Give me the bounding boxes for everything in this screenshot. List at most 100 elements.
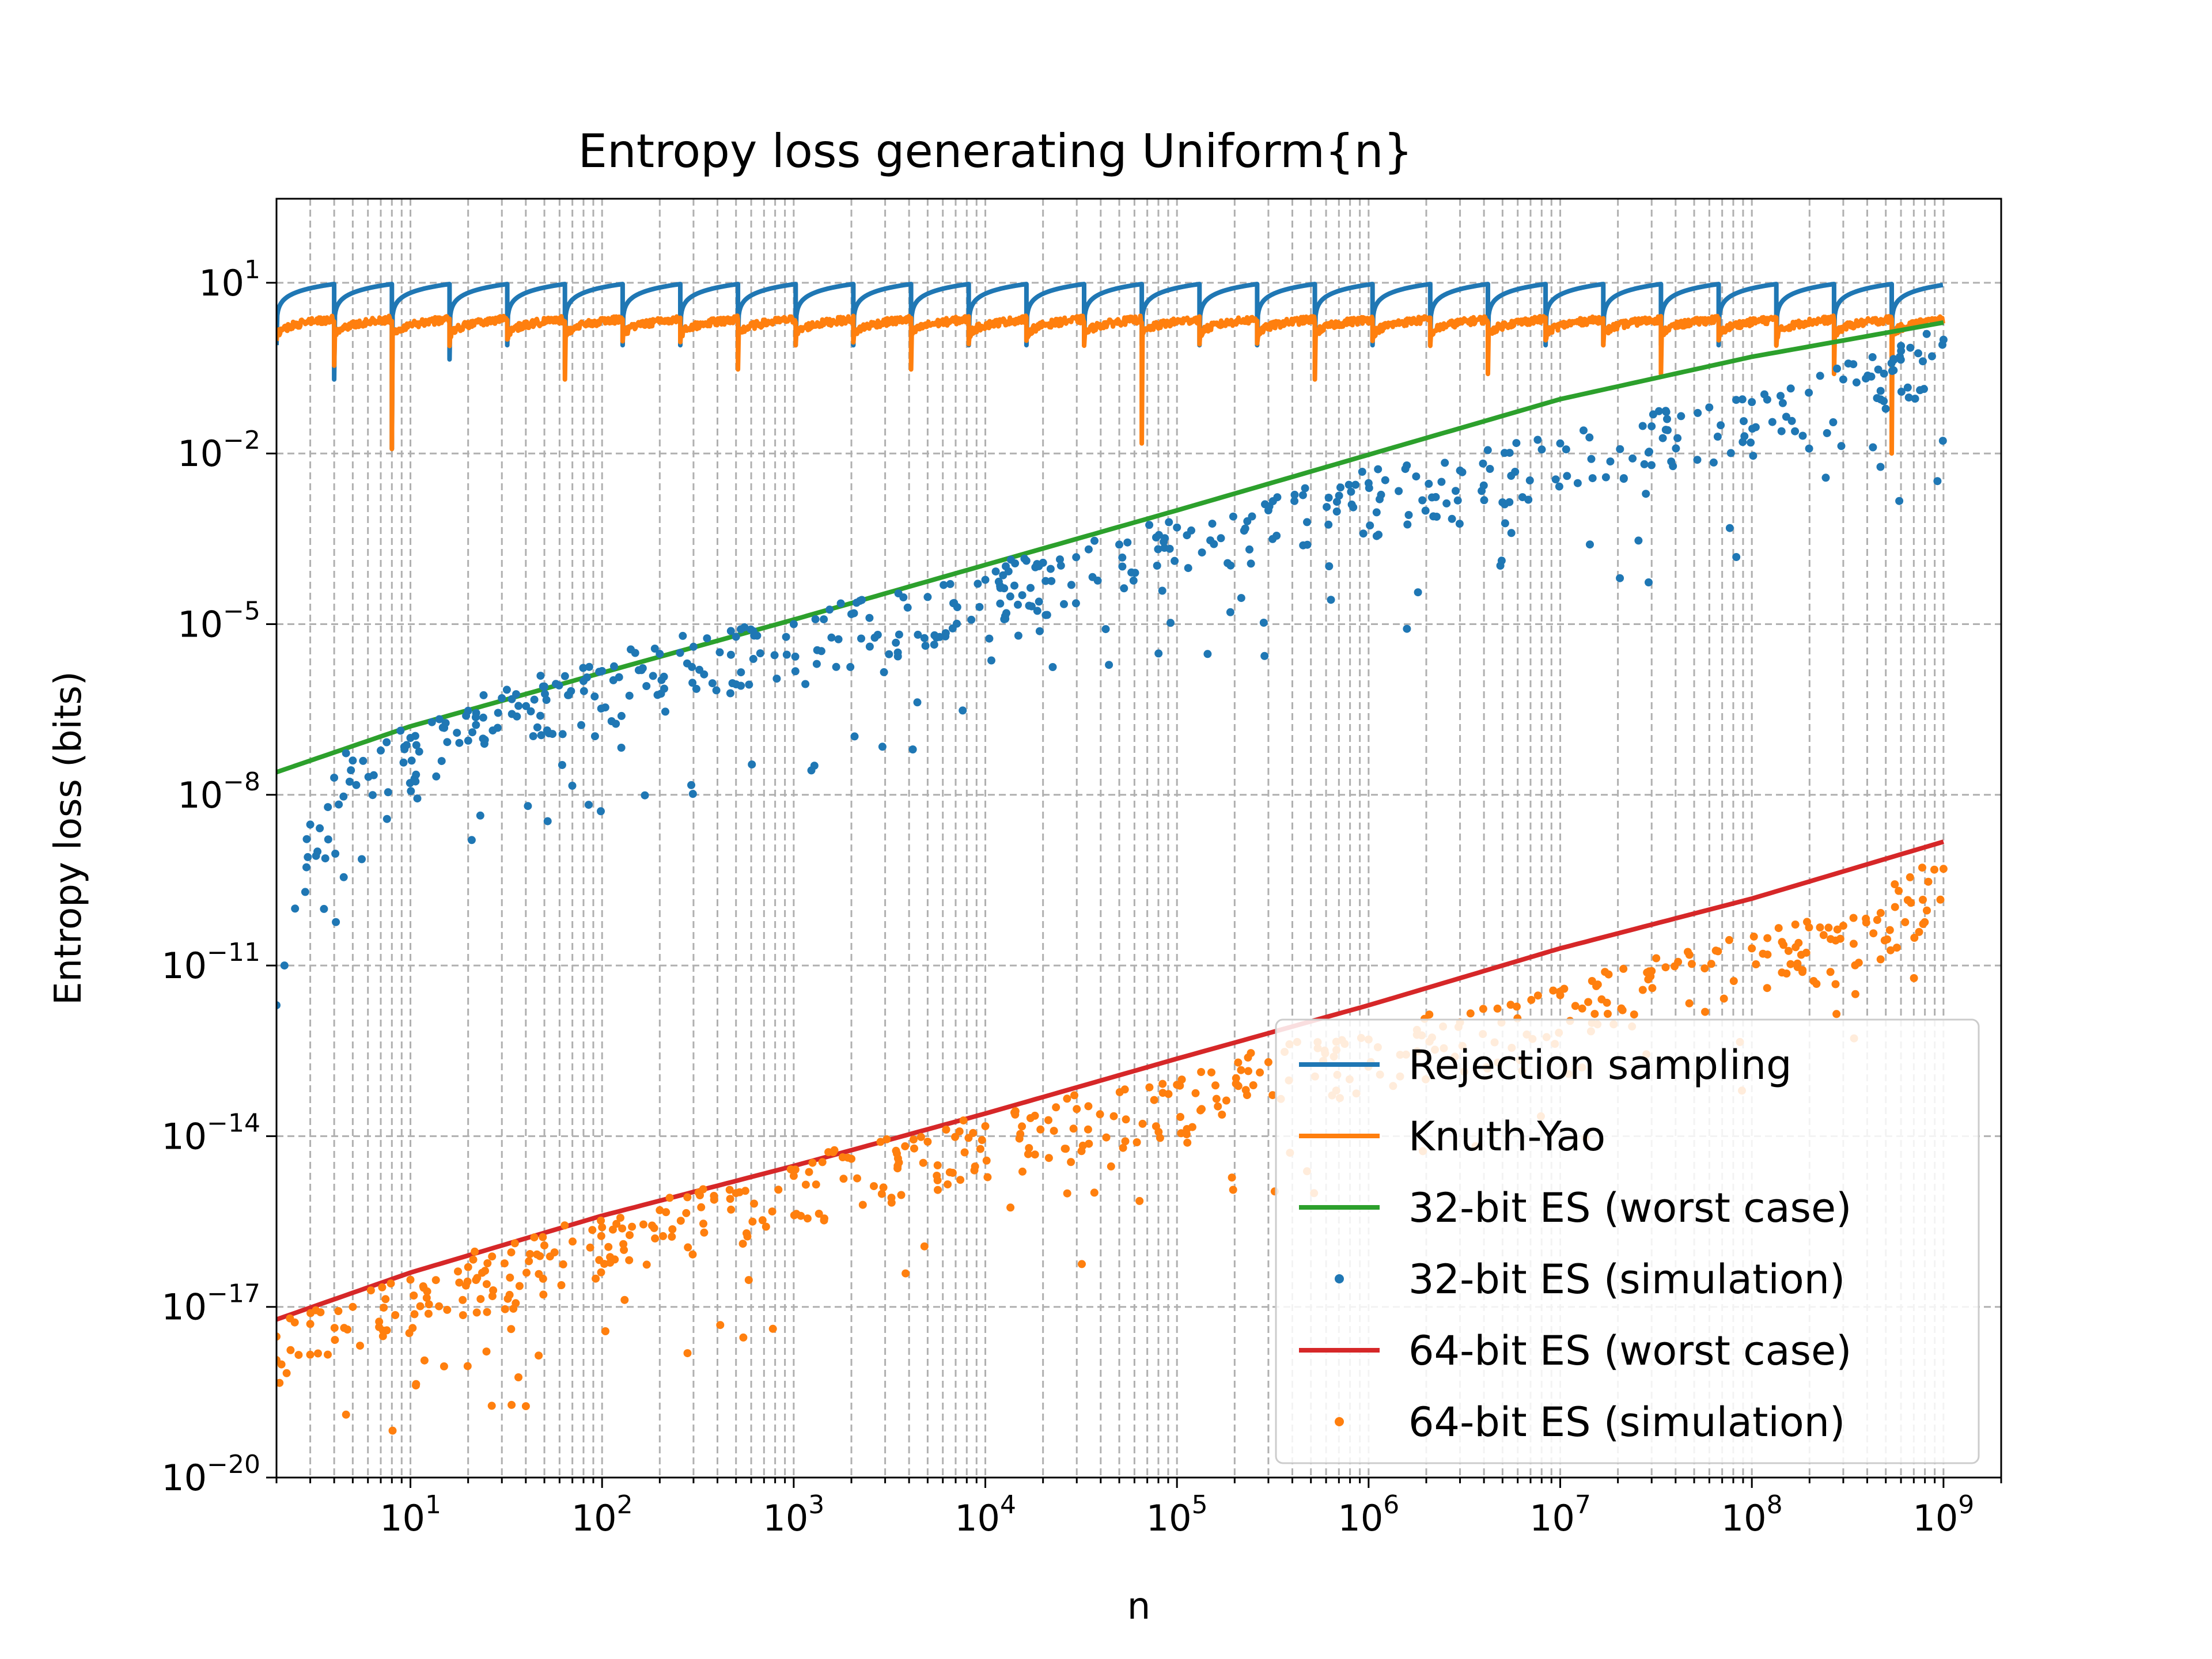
y-tick-base: 10 — [161, 1115, 207, 1157]
scatter-point — [1779, 941, 1788, 949]
scatter-point — [611, 1255, 619, 1264]
scatter-point — [887, 1198, 896, 1207]
scatter-point — [1606, 457, 1615, 466]
y-tick-base: 10 — [199, 262, 244, 304]
scatter-point — [892, 1146, 900, 1155]
scatter-point — [1887, 946, 1895, 955]
scatter-point — [1198, 1105, 1206, 1113]
scatter-point — [1518, 493, 1527, 502]
scatter-point — [908, 745, 917, 753]
scatter-point — [1158, 1080, 1167, 1088]
scatter-point — [726, 627, 735, 635]
scatter-point — [1922, 329, 1931, 338]
x-tick-exponent: 5 — [1192, 1490, 1208, 1520]
scatter-point — [975, 603, 984, 611]
y-tick-exponent: −20 — [207, 1450, 260, 1479]
y-tick-exponent: 1 — [244, 255, 260, 285]
scatter-point — [1907, 899, 1915, 907]
scatter-point — [522, 1268, 531, 1277]
scatter-point — [1638, 986, 1647, 994]
scatter-point — [812, 1180, 820, 1189]
scatter-point — [1891, 903, 1899, 911]
y-tick-label: 10−11 — [161, 938, 260, 987]
y-tick-label: 10−5 — [177, 596, 260, 645]
scatter-point — [1791, 943, 1800, 952]
scatter-point — [1885, 926, 1894, 934]
scatter-point — [1018, 1122, 1027, 1131]
scatter-point — [1505, 498, 1514, 506]
scatter-point — [1910, 934, 1919, 942]
scatter-point — [1232, 1074, 1240, 1082]
x-tick-exponent: 7 — [1575, 1490, 1591, 1520]
scatter-point — [750, 1199, 758, 1208]
scatter-point — [1849, 360, 1858, 369]
scatter-point — [877, 1190, 886, 1198]
scatter-point — [1442, 499, 1451, 507]
scatter-point — [313, 847, 322, 856]
scatter-point — [1677, 412, 1685, 421]
scatter-point — [526, 1250, 534, 1258]
scatter-point — [1824, 923, 1833, 932]
scatter-point — [1644, 975, 1653, 984]
scatter-point — [897, 1191, 906, 1199]
scatter-point — [1050, 1127, 1058, 1135]
scatter-point — [996, 584, 1005, 592]
scatter-point — [301, 888, 309, 896]
scatter-point — [569, 1237, 577, 1246]
scatter-point — [903, 603, 912, 612]
scatter-point — [387, 1279, 395, 1288]
scatter-point — [921, 642, 930, 650]
scatter-point — [1816, 372, 1824, 380]
scatter-point — [1218, 1111, 1226, 1119]
scatter-point — [1332, 507, 1341, 516]
scatter-point — [440, 1362, 448, 1370]
scatter-point — [536, 672, 545, 680]
scatter-point — [324, 1350, 332, 1359]
scatter-point — [933, 1172, 941, 1180]
scatter-point — [306, 820, 315, 829]
scatter-point — [916, 1132, 925, 1141]
scatter-point — [334, 1307, 343, 1315]
scatter-point — [400, 745, 409, 753]
x-tick-exponent: 6 — [1383, 1490, 1399, 1520]
scatter-point — [1479, 481, 1488, 490]
scatter-point — [1448, 514, 1456, 523]
scatter-point — [688, 679, 697, 687]
scatter-point — [558, 730, 567, 738]
scatter-point — [331, 1336, 339, 1344]
scatter-point — [1904, 393, 1913, 402]
scatter-point — [330, 774, 339, 782]
scatter-point — [316, 824, 324, 832]
scatter-point — [507, 695, 516, 703]
scatter-point — [368, 791, 377, 800]
scatter-point — [951, 1132, 959, 1141]
scatter-point — [1123, 538, 1132, 547]
scatter-point — [423, 1287, 431, 1296]
scatter-point — [498, 694, 506, 702]
scatter-point — [1044, 1116, 1052, 1124]
scatter-point — [377, 746, 385, 755]
scatter-point — [1851, 990, 1859, 998]
scatter-point — [530, 1233, 539, 1242]
scatter-point — [1782, 412, 1790, 421]
scatter-point — [1786, 960, 1795, 968]
scatter-point — [1395, 487, 1403, 495]
scatter-point — [579, 687, 588, 695]
scatter-point — [507, 710, 516, 718]
scatter-point — [1889, 366, 1898, 374]
scatter-point — [359, 756, 368, 765]
scatter-point — [1183, 1125, 1191, 1133]
scatter-point — [420, 1356, 429, 1365]
scatter-point — [1208, 520, 1217, 528]
scatter-point — [1901, 918, 1910, 926]
scatter-point — [978, 1136, 986, 1145]
scatter-point — [1883, 935, 1892, 944]
scatter-point — [876, 1138, 885, 1146]
scatter-point — [1431, 493, 1440, 501]
scatter-point — [1359, 529, 1368, 538]
scatter-point — [290, 1318, 299, 1327]
scatter-point — [1645, 578, 1653, 586]
scatter-point — [688, 1250, 697, 1259]
scatter-point — [791, 667, 800, 676]
